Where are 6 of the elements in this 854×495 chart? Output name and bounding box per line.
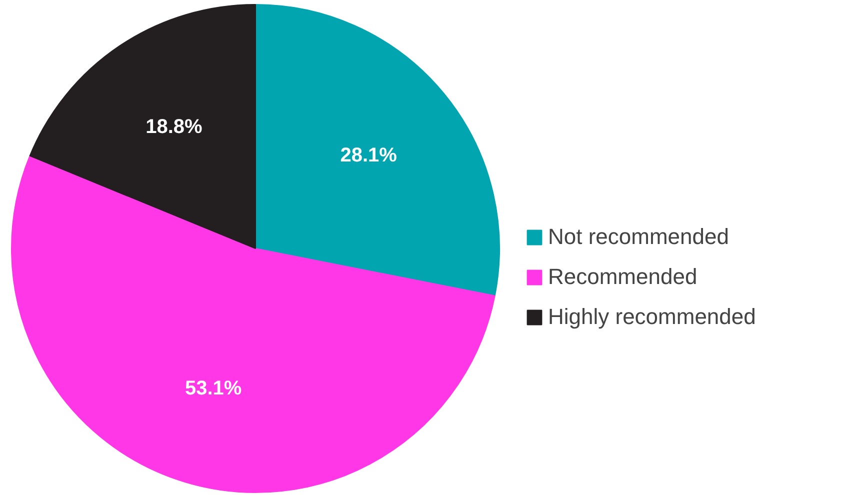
data-label: 28.1%	[340, 144, 398, 167]
legend-label: Not recommended	[548, 224, 729, 250]
data-label: 53.1%	[184, 378, 242, 400]
legend-label: Recommended	[548, 264, 698, 290]
legend-label: Highly recommended	[548, 304, 756, 330]
data-label: 18.8%	[146, 116, 203, 138]
